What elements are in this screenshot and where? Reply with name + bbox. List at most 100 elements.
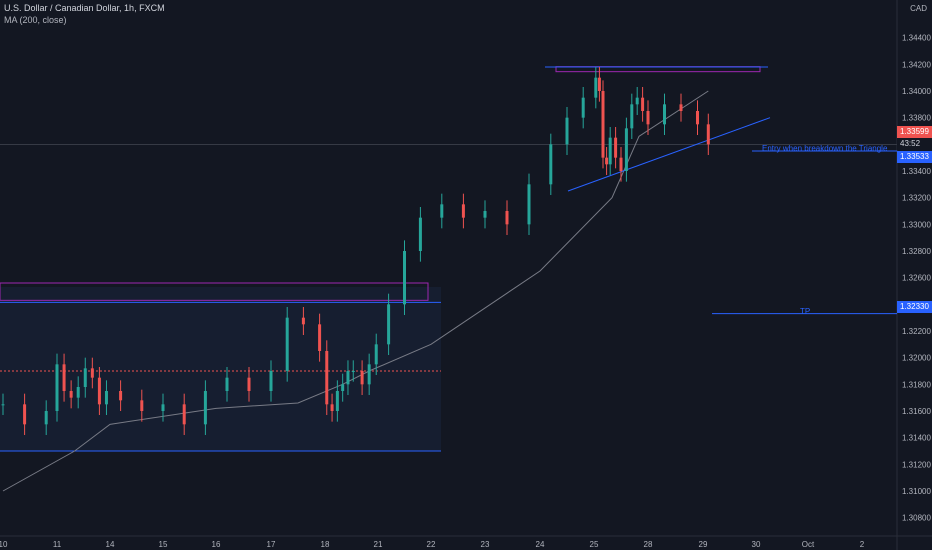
x-tick-label: 16 — [212, 540, 221, 549]
x-tick-label: 23 — [481, 540, 490, 549]
candle-body — [97, 377, 101, 405]
y-tick-label: 1.33400 — [902, 167, 931, 176]
candle-body — [630, 104, 634, 129]
indicator-label[interactable]: MA (200, close) — [4, 15, 67, 25]
y-tick-label: 1.31400 — [902, 434, 931, 443]
candle-body — [403, 251, 406, 305]
x-tick-label: 24 — [536, 540, 545, 549]
candle-body — [387, 304, 391, 345]
candle-body — [367, 364, 371, 385]
candle-body — [161, 404, 165, 411]
candle-body — [440, 204, 444, 218]
ma-line — [2, 90, 709, 492]
candle-body — [505, 211, 509, 225]
candle-body — [83, 368, 87, 387]
candle-body — [619, 157, 623, 171]
y-tick-label: 1.33800 — [902, 114, 931, 123]
candle-body — [597, 77, 601, 91]
candle-body — [624, 128, 628, 171]
triangle-trendline — [567, 117, 771, 192]
candle-body — [225, 377, 229, 391]
y-tick-label: 1.34200 — [902, 60, 931, 69]
x-tick-label: 2 — [860, 540, 865, 549]
candle-body — [55, 364, 59, 411]
candle-body — [104, 391, 108, 405]
y-tick-label: 1.32200 — [902, 327, 931, 336]
y-tick-label: 1.32600 — [902, 274, 931, 283]
candle-body — [351, 371, 355, 372]
candle-body — [614, 137, 618, 158]
candle-body — [119, 391, 123, 401]
candle-body — [346, 371, 350, 385]
candle-body — [285, 317, 289, 371]
last-price-tag: 1.33599 — [897, 126, 932, 138]
currency-label[interactable]: CAD — [910, 4, 927, 13]
candle-body — [679, 104, 683, 111]
candle-body — [605, 157, 609, 165]
x-tick-label: 11 — [53, 540, 62, 549]
candle-body — [203, 391, 207, 425]
candle-body — [76, 387, 80, 398]
candle-body — [182, 404, 186, 425]
candle-body — [696, 111, 699, 125]
candle-body — [601, 91, 605, 158]
y-tick-label: 1.30800 — [902, 514, 931, 523]
candle-body — [581, 97, 585, 118]
candle-body — [62, 364, 66, 391]
candle-body — [23, 404, 27, 425]
x-tick-label: 14 — [106, 540, 115, 549]
x-tick-label: 25 — [590, 540, 599, 549]
x-tick-label: 10 — [0, 540, 8, 549]
range-box — [0, 287, 441, 451]
x-tick-label: 21 — [374, 540, 383, 549]
range-zone — [0, 282, 429, 301]
y-tick-label: 1.34000 — [902, 87, 931, 96]
countdown-tag: 43:52 — [897, 138, 932, 150]
candle-body — [1, 404, 5, 406]
y-tick-label: 1.33000 — [902, 220, 931, 229]
candle-body — [44, 411, 48, 425]
candle-body — [461, 204, 465, 218]
y-tick-label: 1.31200 — [902, 460, 931, 469]
candle-body — [69, 391, 73, 398]
candle-body — [663, 104, 666, 125]
tp-annotation[interactable]: TP — [800, 307, 811, 316]
symbol-title[interactable]: U.S. Dollar / Canadian Dollar, 1h, FXCM — [4, 3, 165, 13]
candle-body — [549, 144, 553, 185]
candle-body — [706, 124, 710, 145]
candle-body — [360, 371, 364, 385]
ma-price-tag: 1.33533 — [897, 151, 932, 163]
candle-body — [269, 371, 273, 391]
y-tick-label: 1.31600 — [902, 407, 931, 416]
x-tick-label: Oct — [802, 540, 815, 549]
y-tick-label: 1.34400 — [902, 34, 931, 43]
candle-body — [318, 324, 322, 351]
candle-body — [483, 211, 487, 218]
candle-body — [247, 377, 251, 391]
x-tick-label: 29 — [699, 540, 708, 549]
candle-body — [341, 384, 345, 391]
y-tick-label: 1.33200 — [902, 194, 931, 203]
candle-body — [90, 368, 94, 378]
x-tick-label: 18 — [321, 540, 330, 549]
candle-body — [527, 184, 531, 225]
tp-price-tag: 1.32330 — [897, 301, 932, 313]
entry-annotation[interactable]: Entry when breakdown the Triangle — [762, 144, 888, 153]
x-tick-label: 22 — [427, 540, 436, 549]
candle-body — [646, 111, 650, 125]
candle-body — [374, 344, 378, 365]
candle-body — [418, 217, 422, 251]
candle-body — [608, 137, 612, 165]
candle-body — [594, 77, 598, 98]
x-tick-label: 15 — [159, 540, 168, 549]
candle-body — [325, 351, 329, 405]
candle-body — [641, 97, 645, 111]
y-tick-label: 1.32000 — [902, 354, 931, 363]
candle-body — [330, 404, 334, 411]
y-tick-label: 1.31000 — [902, 487, 931, 496]
y-tick-label: 1.31800 — [902, 380, 931, 389]
candle-body — [335, 391, 339, 411]
x-tick-label: 28 — [644, 540, 653, 549]
x-tick-label: 30 — [752, 540, 761, 549]
